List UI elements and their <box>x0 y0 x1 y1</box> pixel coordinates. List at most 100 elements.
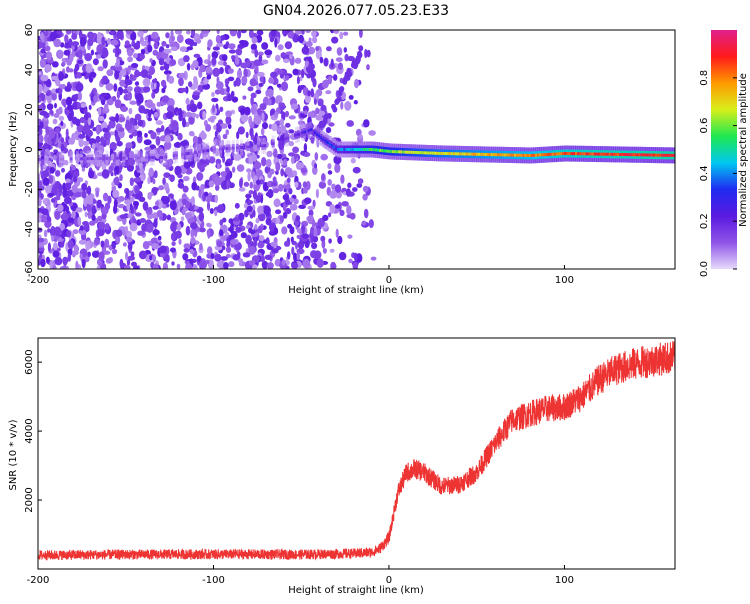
spectrogram-noise-cell <box>119 214 127 220</box>
spectrogram-noise-cell <box>128 107 133 115</box>
spectrogram-signal-core <box>429 151 433 155</box>
spectrogram-noise-cell <box>216 163 221 170</box>
spectrogram-noise-cell <box>247 86 254 92</box>
spectrogram-noise-cell <box>366 49 371 58</box>
spectrogram-signal-core <box>88 157 92 161</box>
spectrogram-signal-core <box>137 156 140 160</box>
snr-frame <box>37 337 676 570</box>
spectrogram-noise-cell <box>269 37 274 43</box>
spectrogram-noise-cell <box>150 131 157 140</box>
spectrogram-noise-cell <box>211 57 217 66</box>
spectrogram-noise-cell <box>50 225 56 236</box>
spectrogram-signal-core <box>328 142 332 146</box>
spectrogram-noise-cell <box>62 211 68 221</box>
spectrogram-signal-core <box>600 152 604 156</box>
spectrogram-noise-cell <box>324 79 329 87</box>
spectrogram-signal-core <box>337 148 340 151</box>
spectrogram-noise-cell <box>54 127 61 134</box>
spectrogram-signal-core <box>568 152 572 156</box>
spectrogram-noise-cell <box>275 170 279 175</box>
spectrogram-noise-cell <box>127 91 132 101</box>
spectrogram-noise-cell <box>284 167 292 175</box>
spectrogram-noise-cell <box>315 114 323 121</box>
spectrogram-noise-cell <box>200 183 205 193</box>
spectrogram-noise-cell <box>147 206 153 213</box>
spectrogram-noise-cell <box>339 209 345 217</box>
spectrogram-signal-core <box>452 152 456 156</box>
snr-plot-area <box>38 338 675 569</box>
spectrogram-signal-core <box>446 152 450 156</box>
spectrogram-noise-cell <box>192 143 197 149</box>
spectrogram-noise-cell <box>287 223 293 229</box>
spectrogram-noise-cell <box>95 135 101 144</box>
spectrogram-noise-cell <box>52 250 60 258</box>
spectrogram-noise-cell <box>152 178 156 185</box>
spectrogram-noise-cell <box>229 30 238 37</box>
spectrogram-noise-cell <box>301 30 305 35</box>
spectrogram-noise-cell <box>257 225 263 234</box>
spectrogram-noise-cell <box>91 250 100 258</box>
spectrogram-noise-cell <box>298 204 306 209</box>
spectrogram-noise-cell <box>329 248 335 253</box>
spectrogram-ytick-label: -60 <box>24 261 35 277</box>
spectrogram-noise-cell <box>129 100 137 105</box>
spectrogram-noise-cell <box>209 115 217 120</box>
spectrogram-noise-cell <box>107 38 111 45</box>
spectrogram-noise-cell <box>290 236 294 243</box>
spectrogram-noise-cell <box>98 145 105 155</box>
spectrogram-signal-core <box>528 154 532 157</box>
spectrogram-noise-cell <box>251 36 258 44</box>
spectrogram-noise-cell <box>197 161 202 170</box>
spectrogram-noise-cell <box>340 174 345 184</box>
spectrogram-signal-core <box>383 149 387 153</box>
spectrogram-signal-core <box>444 152 448 155</box>
spectrogram-noise-cell <box>296 251 300 261</box>
spectrogram-noise-cell <box>286 177 291 184</box>
spectrogram-signal-core <box>115 156 119 160</box>
spectrogram-noise-cell <box>329 190 338 199</box>
spectrogram-noise-cell <box>41 208 49 216</box>
spectrogram-signal-core <box>661 153 665 157</box>
spectrogram-noise-cell <box>255 179 261 185</box>
spectrogram-noise-cell <box>290 156 295 165</box>
spectrogram-noise-cell <box>155 136 161 146</box>
spectrogram-noise-cell <box>39 32 45 41</box>
spectrogram-signal-core <box>326 141 330 144</box>
spectrogram-noise-cell <box>249 181 254 189</box>
spectrogram-noise-cell <box>129 177 134 186</box>
spectrogram-noise-cell <box>340 101 344 110</box>
spectrogram-noise-cell <box>86 202 92 213</box>
spectrogram-noise-cell <box>142 201 149 211</box>
spectrogram-noise-cell <box>353 252 358 262</box>
spectrogram-noise-cell <box>41 170 49 178</box>
spectrogram-noise-cell <box>238 212 245 222</box>
spectrogram-noise-cell <box>220 256 228 261</box>
spectrogram-noise-cell <box>288 140 295 147</box>
spectrogram-noise-cell <box>114 165 120 175</box>
spectrogram-noise-cell <box>236 131 240 140</box>
spectrogram-noise-cell <box>219 106 224 113</box>
spectrogram-noise-cell <box>310 136 315 144</box>
spectrogram-noise-cell <box>347 182 352 189</box>
spectrogram-noise-cell <box>62 256 68 266</box>
colorbar: 0.0 0.2 0.4 0.6 0.8 Normalized spectral ampl… <box>699 30 749 277</box>
spectrogram-signal-core <box>227 146 231 150</box>
spectrogram-noise-cell <box>147 66 156 76</box>
spectrogram-noise-cell <box>274 37 278 48</box>
spectrogram-noise-cell <box>326 46 332 52</box>
spectrogram-noise-cell <box>295 215 301 222</box>
spectrogram-noise-cell <box>272 176 277 184</box>
spectrogram-noise-cell <box>139 53 145 60</box>
spectrogram-noise-cell <box>124 79 133 86</box>
spectrogram-noise-cell <box>178 72 186 79</box>
spectrogram-signal-core <box>219 147 223 151</box>
spectrogram-signal-core <box>513 153 517 157</box>
snr-xtick-label: -200 <box>27 575 50 586</box>
spectrogram-signal-core <box>431 151 435 155</box>
spectrogram-noise-cell <box>226 179 230 190</box>
spectrogram-noise-cell <box>333 74 338 81</box>
spectrogram-noise-cell <box>255 89 262 95</box>
spectrogram-noise-cell <box>93 94 98 103</box>
spectrogram-noise-cell <box>290 103 298 110</box>
spectrogram-noise-cell <box>170 46 178 52</box>
